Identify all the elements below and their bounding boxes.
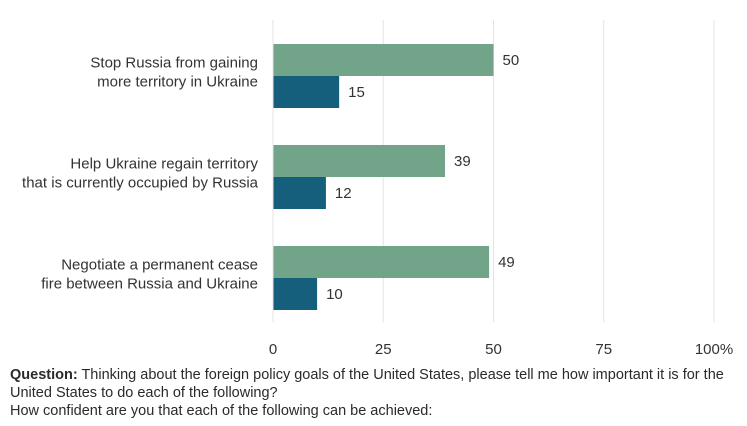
chart-notes: Question: Thinking about the foreign pol… <box>10 366 740 420</box>
data-label: 50 <box>503 52 520 69</box>
bar-chart-svg: 0 25 50 75 100% 50 15 Stop Russia from gaining m… <box>22 20 733 358</box>
category-label: Help Ukraine regain territory <box>70 156 258 173</box>
bar <box>273 246 490 278</box>
bar <box>273 278 318 310</box>
bar <box>273 76 340 108</box>
question-line: Question: Thinking about the foreign pol… <box>10 366 740 402</box>
x-tick-label: 75 <box>595 341 612 358</box>
bar <box>273 177 326 209</box>
category-label: that is currently occupied by Russia <box>22 175 259 192</box>
data-label: 49 <box>498 254 515 271</box>
data-label: 12 <box>335 185 352 202</box>
category-label: Negotiate a permanent cease <box>61 257 258 274</box>
question-text: Thinking about the foreign policy goals … <box>10 367 724 401</box>
category-label: Stop Russia from gaining <box>90 55 258 72</box>
x-tick-label: 0 <box>269 341 277 358</box>
category-label: fire between Russia and Ukraine <box>41 276 258 293</box>
x-tick-label: 50 <box>485 341 502 358</box>
x-tick-label: 25 <box>375 341 392 358</box>
bar <box>273 44 494 76</box>
chart: 0 25 50 75 100% 50 15 Stop Russia from gaining m… <box>22 20 733 358</box>
data-label: 15 <box>348 84 365 101</box>
data-label: 10 <box>326 286 343 303</box>
confidence-line: How confident are you that each of the f… <box>10 403 433 419</box>
category-label: more territory in Ukraine <box>97 74 258 91</box>
x-tick-label: 100% <box>695 341 733 358</box>
data-label: 39 <box>454 153 471 170</box>
question-label: Question: <box>10 367 78 383</box>
bar <box>273 145 445 177</box>
